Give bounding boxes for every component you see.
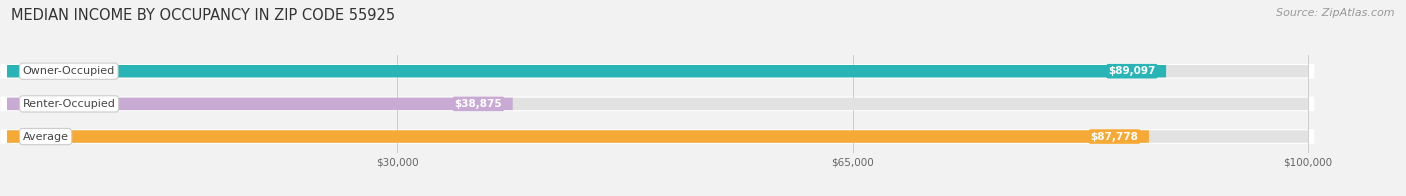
Text: Owner-Occupied: Owner-Occupied xyxy=(22,66,115,76)
FancyBboxPatch shape xyxy=(7,130,1149,143)
FancyBboxPatch shape xyxy=(7,65,1166,77)
FancyBboxPatch shape xyxy=(7,65,1308,77)
FancyBboxPatch shape xyxy=(7,98,513,110)
Text: $89,097: $89,097 xyxy=(1108,66,1156,76)
Text: $38,875: $38,875 xyxy=(454,99,502,109)
Text: Renter-Occupied: Renter-Occupied xyxy=(22,99,115,109)
Text: Average: Average xyxy=(22,132,69,142)
FancyBboxPatch shape xyxy=(0,64,1315,79)
FancyBboxPatch shape xyxy=(0,97,1315,111)
FancyBboxPatch shape xyxy=(7,98,1308,110)
FancyBboxPatch shape xyxy=(7,130,1308,143)
Text: MEDIAN INCOME BY OCCUPANCY IN ZIP CODE 55925: MEDIAN INCOME BY OCCUPANCY IN ZIP CODE 5… xyxy=(11,8,395,23)
Text: Source: ZipAtlas.com: Source: ZipAtlas.com xyxy=(1277,8,1395,18)
Text: $87,778: $87,778 xyxy=(1091,132,1139,142)
FancyBboxPatch shape xyxy=(0,129,1315,144)
